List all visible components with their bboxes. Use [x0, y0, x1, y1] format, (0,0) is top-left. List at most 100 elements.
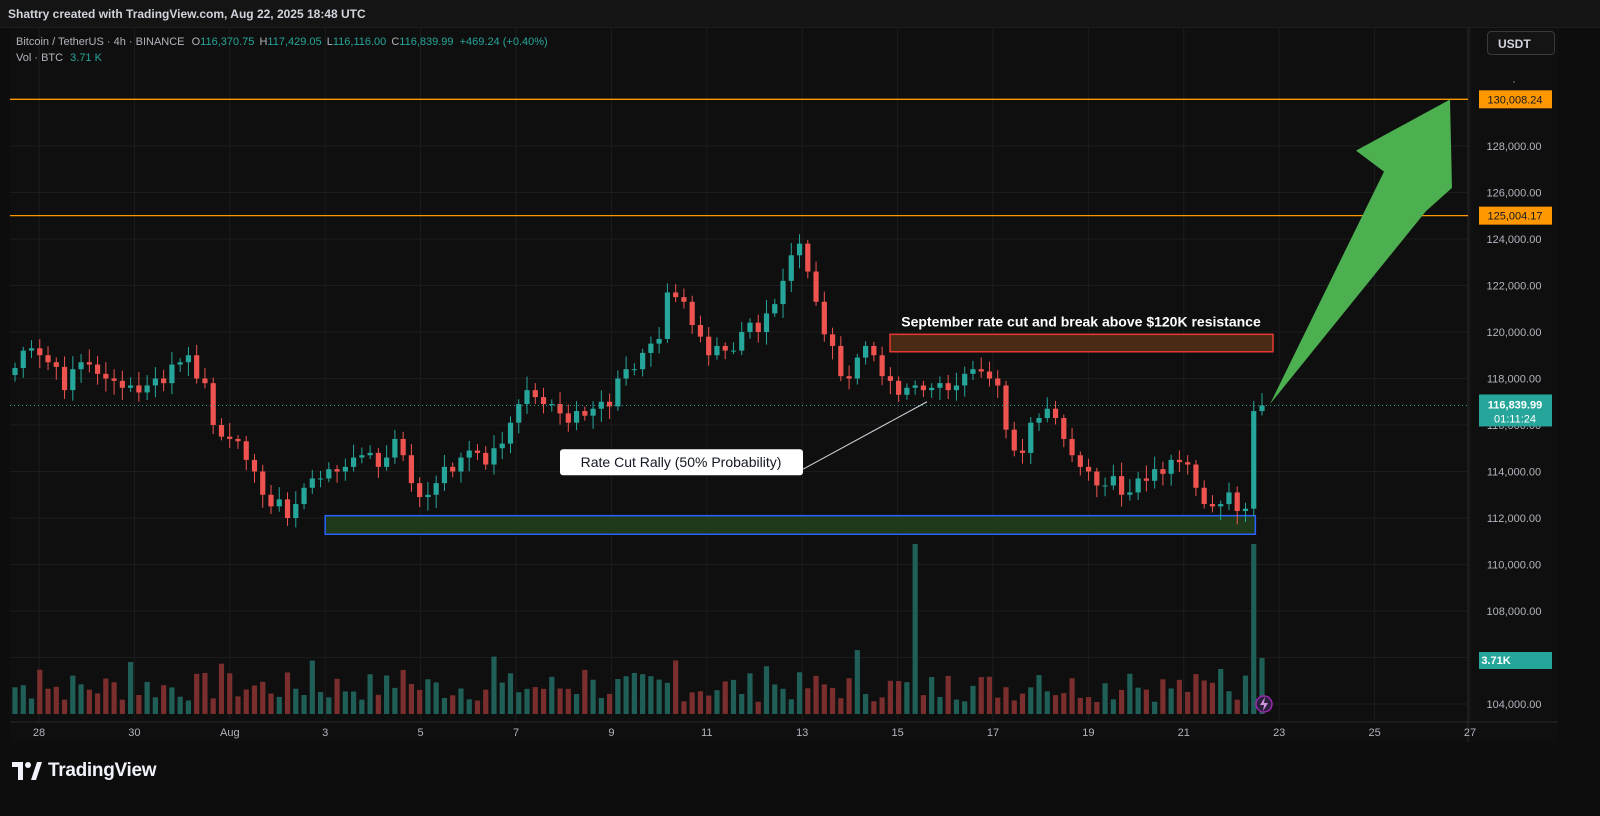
candle-body[interactable]	[392, 438, 398, 458]
candle-body[interactable]	[970, 369, 976, 374]
candle-body[interactable]	[846, 376, 852, 379]
candle-body[interactable]	[491, 448, 497, 465]
candle-body[interactable]	[1160, 469, 1166, 474]
candle-body[interactable]	[962, 373, 968, 386]
candle-body[interactable]	[161, 378, 167, 384]
candle-body[interactable]	[854, 357, 860, 379]
candle-body[interactable]	[1209, 504, 1216, 507]
candle-body[interactable]	[1127, 492, 1133, 495]
candle-body[interactable]	[284, 499, 291, 518]
candle-body[interactable]	[309, 478, 315, 488]
candle-body[interactable]	[887, 376, 893, 381]
candle-body[interactable]	[565, 413, 571, 423]
candle-body[interactable]	[45, 355, 51, 363]
candle-body[interactable]	[185, 355, 192, 363]
candle-body[interactable]	[1143, 478, 1149, 481]
candle-body[interactable]	[28, 348, 35, 351]
candle-body[interactable]	[144, 385, 150, 393]
candle-body[interactable]	[730, 350, 737, 352]
candle-body[interactable]	[251, 459, 258, 472]
candle-body[interactable]	[1094, 471, 1100, 486]
candle-body[interactable]	[896, 380, 902, 395]
currency-button[interactable]: USDT	[1487, 31, 1555, 55]
candle-body[interactable]	[1201, 487, 1207, 505]
candle-body[interactable]	[235, 438, 241, 442]
candle-body[interactable]	[879, 355, 885, 377]
candle-body[interactable]	[763, 313, 770, 332]
candle-body[interactable]	[615, 378, 621, 407]
candle-body[interactable]	[829, 334, 836, 346]
candle-body[interactable]	[838, 345, 844, 377]
candle-body[interactable]	[1102, 485, 1108, 487]
candle-body[interactable]	[1168, 459, 1174, 474]
candle-body[interactable]	[268, 494, 274, 507]
candle-body[interactable]	[1242, 508, 1249, 512]
candle-body[interactable]	[400, 438, 406, 456]
candle-body[interactable]	[210, 383, 216, 425]
candle-body[interactable]	[1119, 476, 1125, 495]
candle-body[interactable]	[177, 362, 183, 365]
candle-body[interactable]	[1259, 405, 1265, 412]
candle-body[interactable]	[441, 466, 448, 484]
candle-body[interactable]	[70, 369, 76, 391]
candle-body[interactable]	[648, 343, 654, 353]
candle-body[interactable]	[739, 332, 745, 351]
candle-body[interactable]	[350, 457, 357, 467]
candle-body[interactable]	[450, 466, 456, 472]
candle-body[interactable]	[623, 369, 629, 379]
candle-body[interactable]	[1061, 418, 1067, 439]
candle-body[interactable]	[1251, 411, 1257, 509]
candle-body[interactable]	[945, 383, 951, 391]
candle-body[interactable]	[995, 378, 1001, 386]
candle-body[interactable]	[937, 383, 943, 388]
candle-body[interactable]	[1085, 466, 1092, 472]
candle-body[interactable]	[863, 345, 869, 358]
candle-body[interactable]	[218, 425, 225, 437]
candle-body[interactable]	[920, 385, 927, 391]
candle-body[interactable]	[821, 301, 827, 335]
candle-body[interactable]	[796, 243, 803, 256]
candle-body[interactable]	[590, 408, 596, 416]
candle-body[interactable]	[524, 390, 530, 405]
candle-body[interactable]	[103, 373, 109, 379]
candle-body[interactable]	[516, 404, 522, 423]
candle-body[interactable]	[929, 387, 935, 391]
candle-body[interactable]	[532, 390, 538, 398]
candle-body[interactable]	[640, 352, 646, 370]
candle-body[interactable]	[342, 466, 348, 472]
candle-body[interactable]	[904, 387, 910, 395]
candle-body[interactable]	[1036, 418, 1042, 423]
candle-body[interactable]	[86, 362, 92, 365]
candle-body[interactable]	[656, 338, 662, 344]
candle-body[interactable]	[953, 385, 960, 391]
candle-body[interactable]	[1185, 462, 1191, 465]
candle-body[interactable]	[37, 348, 43, 356]
candle-body[interactable]	[606, 401, 613, 407]
candle-body[interactable]	[871, 345, 877, 356]
target-zone-box[interactable]	[889, 333, 1274, 353]
candle-body[interactable]	[384, 457, 390, 467]
candle-body[interactable]	[1152, 469, 1158, 481]
candle-body[interactable]	[243, 441, 249, 460]
candle-body[interactable]	[466, 450, 472, 458]
legend-symbol[interactable]: Bitcoin / TetherUS · 4h · BINANCE	[16, 36, 185, 48]
candle-body[interactable]	[1110, 476, 1116, 486]
candle-body[interactable]	[706, 336, 712, 356]
candle-body[interactable]	[788, 255, 794, 281]
price-chart[interactable]: September rate cut and break above $120K…	[10, 28, 1558, 742]
candle-body[interactable]	[359, 455, 365, 458]
support-zone-box[interactable]	[324, 514, 1257, 536]
candle-body[interactable]	[1069, 438, 1075, 456]
candle-body[interactable]	[1193, 464, 1199, 488]
candle-body[interactable]	[483, 452, 489, 465]
candle-body[interactable]	[169, 364, 175, 384]
candle-body[interactable]	[334, 469, 340, 472]
candle-body[interactable]	[664, 292, 671, 339]
candle-body[interactable]	[375, 452, 381, 467]
candle-body[interactable]	[689, 301, 695, 326]
candle-body[interactable]	[326, 469, 332, 479]
candle-body[interactable]	[1003, 385, 1009, 430]
candle-body[interactable]	[94, 364, 101, 374]
candle-body[interactable]	[755, 322, 761, 332]
candle-body[interactable]	[1226, 492, 1232, 505]
